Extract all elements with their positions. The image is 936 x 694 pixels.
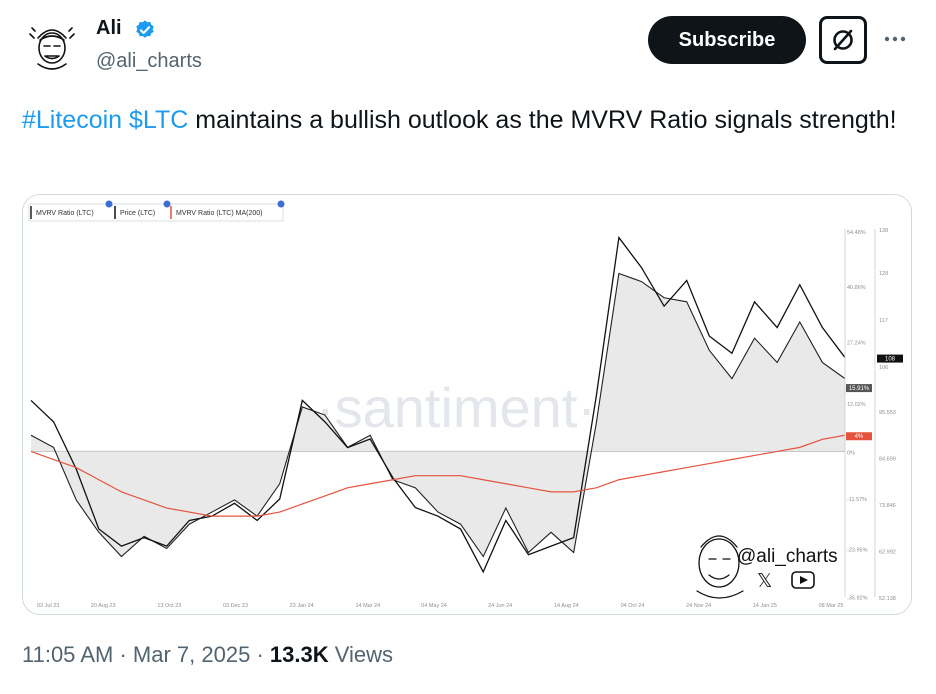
mvrv-chart: ·santiment· 54.48% 40.86% 27.24% 12.02% 0% -1… [23, 195, 911, 614]
ali-charts-logo: @ali_charts 𝕏 [696, 535, 838, 599]
y-right-tick: 117 [879, 318, 888, 324]
legend-box [28, 203, 284, 222]
mvrv-area [31, 273, 845, 557]
current-price-label-box [877, 354, 903, 363]
y-right-tick: 95.553 [879, 410, 896, 416]
y-left-tick: -35.92% [847, 596, 868, 602]
x-tick: 04 Oct 24 [621, 603, 645, 609]
grok-button[interactable] [819, 16, 867, 64]
x-logo-icon: 𝕏 [757, 571, 772, 592]
y-left-tick: 27.24% [847, 340, 866, 346]
y-right-tick: 62.992 [879, 549, 896, 555]
x-tick: 08 Mar 25 [819, 603, 844, 609]
cashtag-link[interactable]: $LTC [129, 106, 189, 134]
tweet-text: #Litecoin $LTC maintains a bullish outlo… [22, 102, 902, 139]
legend-label: MVRV Ratio (LTC) [36, 210, 94, 217]
verified-badge-icon [136, 20, 154, 38]
current-mvrv-label-box [846, 384, 872, 393]
tweet-body: maintains a bullish outlook as the MVRV … [188, 106, 897, 134]
y-left-tick: -11.57% [847, 497, 867, 503]
hashtag-link[interactable]: #Litecoin [22, 106, 123, 134]
x-tick: 23 Jan 24 [290, 603, 314, 609]
author-handle[interactable]: @ali_charts [96, 50, 202, 72]
y-right-tick: 128 [879, 271, 888, 277]
series-ma-line [30, 434, 846, 517]
ali-charts-handle: @ali_charts [737, 546, 838, 567]
y-right-tick: 52.138 [879, 596, 896, 602]
y-left-tick: 12.02% [847, 402, 866, 408]
legend-info-icon [105, 200, 113, 208]
legend-info-icon [277, 200, 285, 208]
x-tick: 14 Mar 24 [355, 603, 380, 609]
author-name[interactable]: Ali [96, 17, 122, 39]
y-right-tick: 73.846 [879, 503, 896, 509]
y-right-tick: 84.699 [879, 456, 896, 462]
y-left-tick: -23.95% [847, 547, 868, 553]
subscribe-button[interactable]: Subscribe [648, 16, 806, 64]
x-tick: 14 Aug 24 [554, 603, 579, 609]
avatar[interactable] [20, 14, 84, 78]
y-right-tick: 138 [879, 228, 888, 234]
x-tick: 24 Jun 24 [488, 603, 512, 609]
x-tick: 20 Aug 23 [91, 603, 116, 609]
x-tick: 24 Nov 24 [686, 603, 711, 609]
current-mvrv-label: 15.91% [849, 386, 870, 392]
x-tick: 14 Jan 25 [753, 603, 777, 609]
separator: · [256, 642, 264, 667]
current-ma-label-box [846, 432, 872, 441]
current-ma-label: 4% [855, 434, 864, 440]
more-dots-icon [884, 36, 906, 42]
tweet-date[interactable]: Mar 7, 2025 [132, 642, 251, 667]
tweet-time[interactable]: 11:05 AM [22, 642, 114, 667]
legend-label: Price (LTC) [120, 210, 155, 217]
legend-label: MVRV Ratio (LTC) MA(200) [176, 210, 262, 217]
y-left-tick: 40.86% [847, 285, 866, 291]
chart-legend: MVRV Ratio (LTC) Price (LTC) MVRV Ratio (L… [28, 200, 285, 222]
legend-info-icon [163, 200, 171, 208]
current-price-label: 108 [885, 357, 896, 363]
series-price-line [30, 235, 846, 574]
x-tick: 03 Dec 23 [223, 603, 248, 609]
views-label: Views [328, 642, 394, 667]
x-tick: 03 Jul 23 [37, 603, 59, 609]
y-left-tick: 0% [847, 450, 855, 456]
more-options-button[interactable] [880, 24, 910, 54]
views-count: 13.3K [269, 642, 329, 667]
y-left-tick: 54.48% [847, 230, 866, 236]
y-right-tick: 106 [879, 365, 888, 371]
series-mvrv-line [30, 272, 846, 558]
tweet-meta: 11:05 AM · Mar 7, 2025 · 13.3K Views [22, 642, 393, 668]
youtube-icon [791, 571, 815, 589]
santiment-watermark: ·santiment· [316, 376, 596, 439]
x-tick: 13 Oct 23 [157, 603, 181, 609]
x-tick: 04 May 24 [421, 603, 447, 609]
chart-image[interactable]: ·santiment· 54.48% 40.86% 27.24% 12.02% 0% -1… [22, 194, 912, 615]
slashed-circle-icon [833, 29, 853, 51]
separator: · [119, 642, 127, 667]
